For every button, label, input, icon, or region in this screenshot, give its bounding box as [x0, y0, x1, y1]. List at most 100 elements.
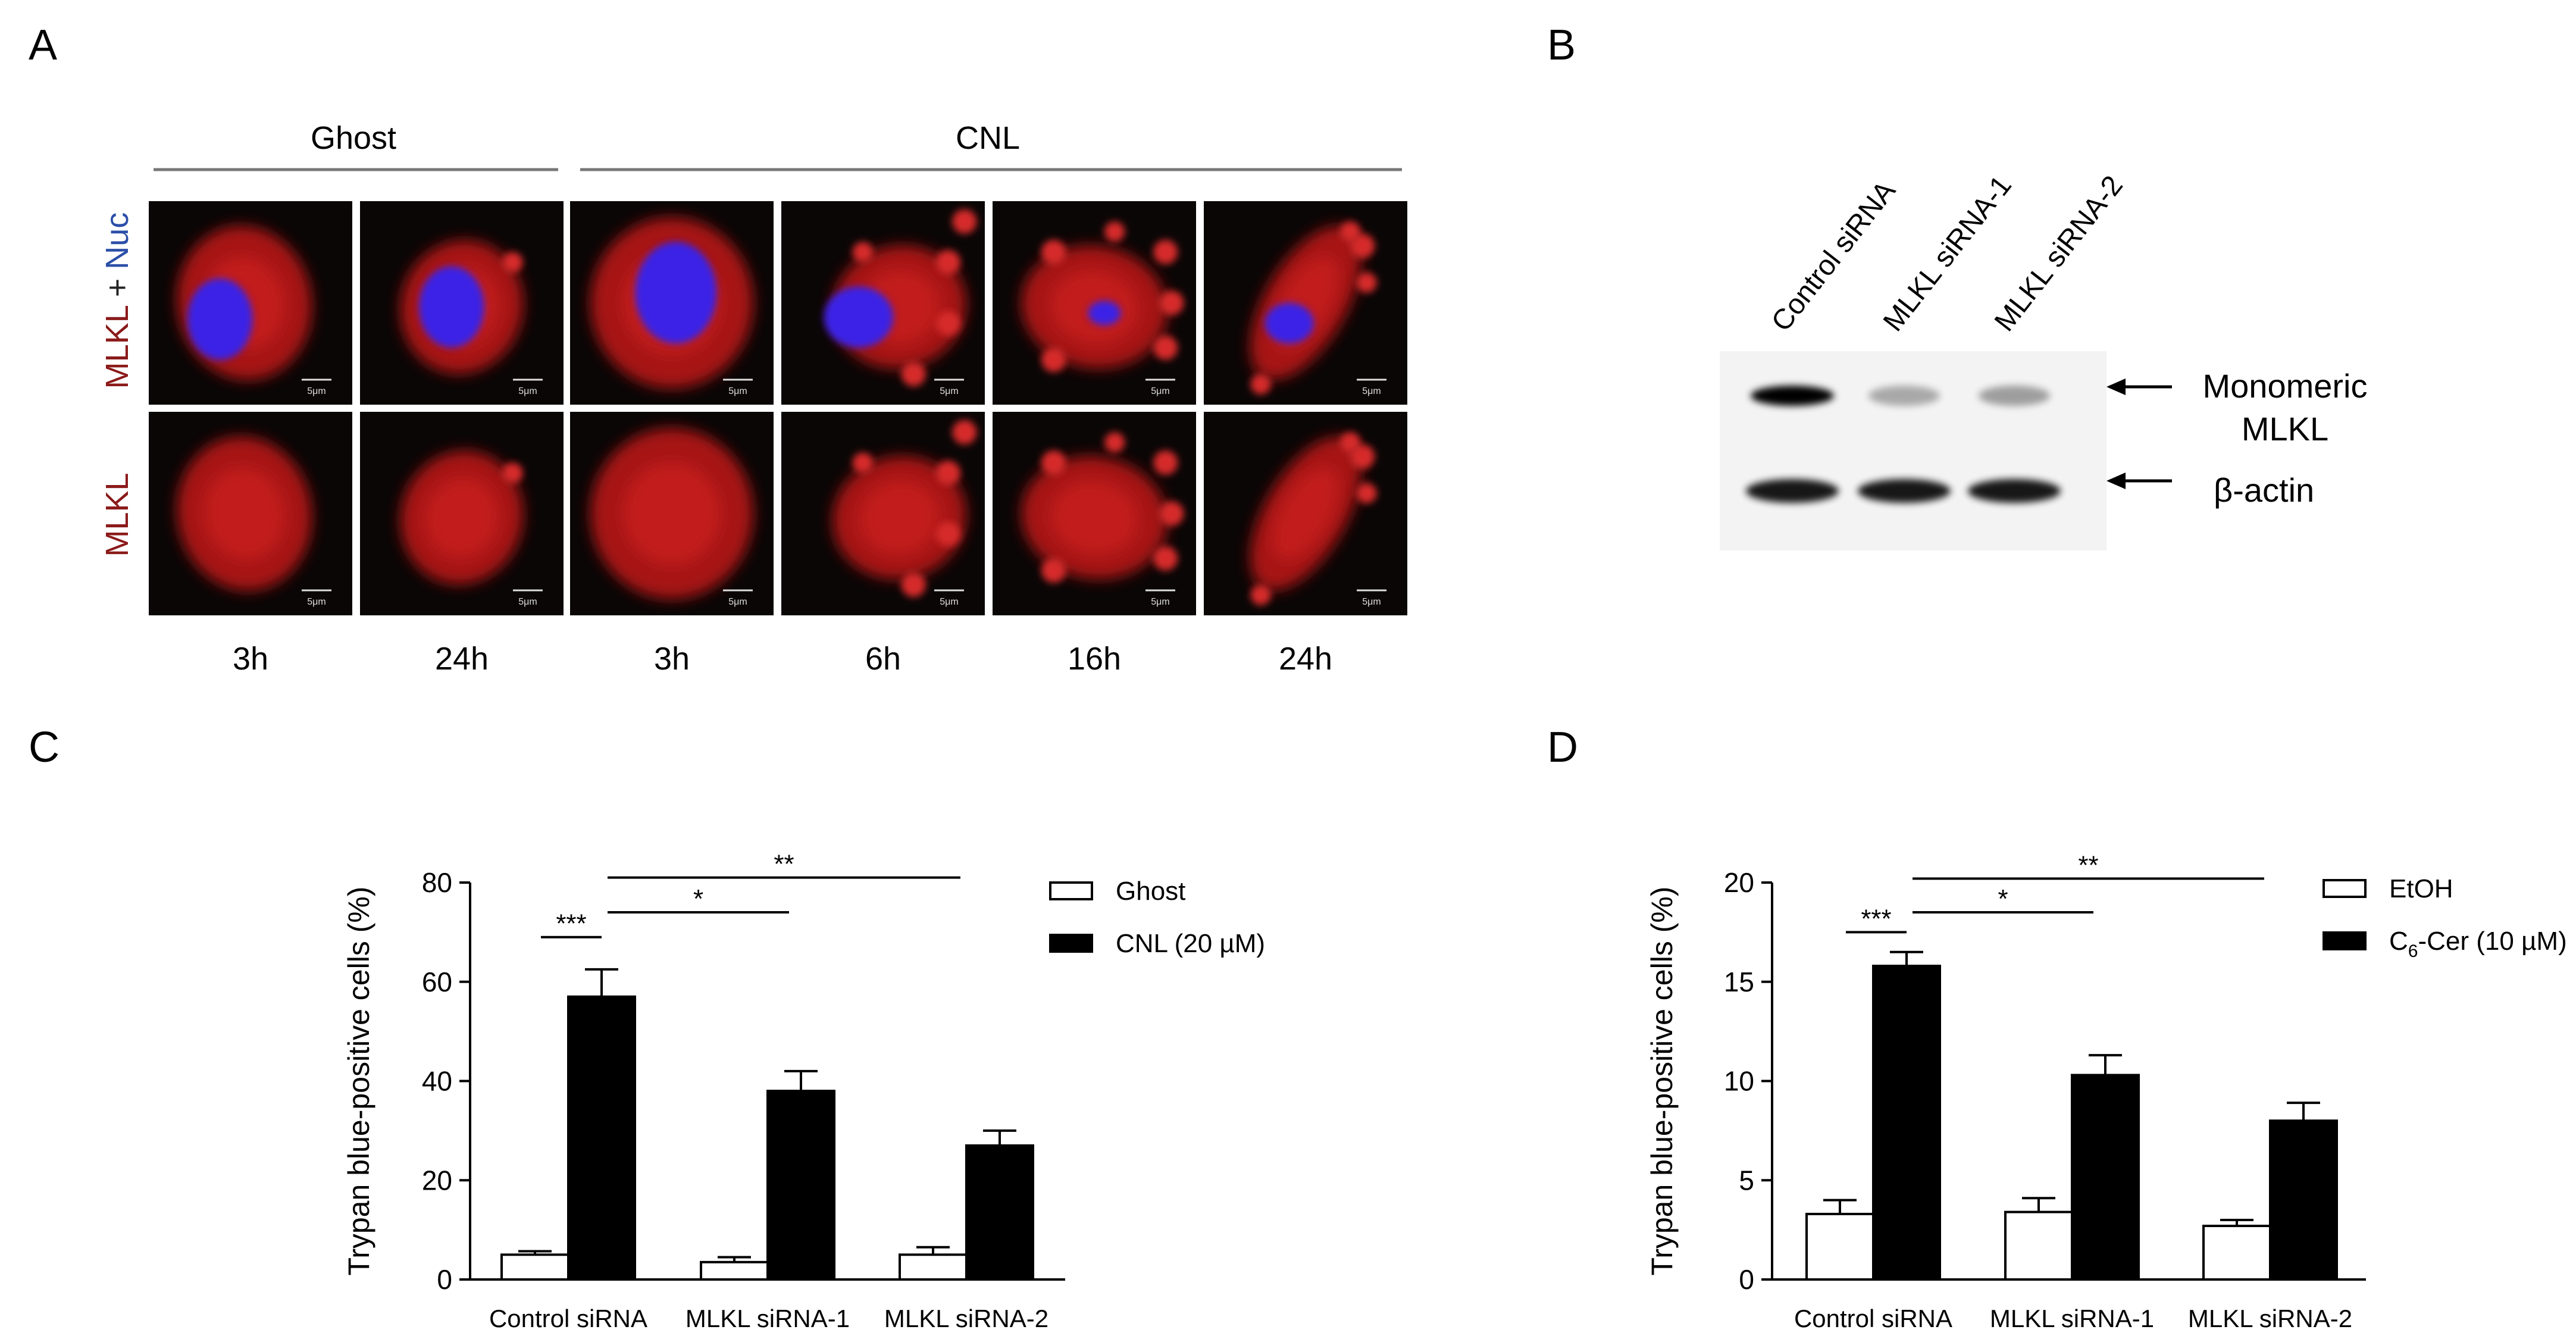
- scale-bar-label: 5μm: [728, 386, 747, 396]
- legend-label-main: C: [2389, 927, 2408, 956]
- y-axis-title: Trypan blue-positive cells (%): [342, 887, 375, 1276]
- bar-control: [2202, 1224, 2271, 1281]
- band-monomeric-mlkl-lane-3: [1979, 386, 2050, 406]
- blot-bands: [1746, 386, 2061, 503]
- y-axis-title: Trypan blue-positive cells (%): [1645, 887, 1679, 1276]
- panel-b-letter: B: [1547, 21, 1576, 69]
- x-category-label: MLKL siRNA-2: [884, 1304, 1048, 1332]
- timepoint-labels: 3h 24h 3h 6h 16h 24h: [233, 641, 1332, 677]
- nucleus: [419, 266, 484, 348]
- arrow-monomeric-head: [2107, 378, 2126, 395]
- cell-bleb: [852, 242, 873, 262]
- cell-bleb: [1356, 483, 1377, 503]
- micrograph-r2-c1: 5μm: [149, 412, 352, 615]
- cell-bleb: [1041, 348, 1066, 373]
- timepoint-label-3: 3h: [654, 641, 690, 677]
- band-label-mlkl: MLKL: [2242, 410, 2328, 448]
- micrograph-r2-c3: 5μm: [570, 412, 774, 615]
- scale-bar-label: 5μm: [1362, 597, 1381, 607]
- cell-bleb: [952, 420, 977, 445]
- significance-label: *: [693, 884, 703, 913]
- x-category-label: Control siRNA: [1794, 1304, 1952, 1332]
- cell-core: [204, 467, 285, 560]
- micrograph-r1-c4: 5μm: [781, 201, 985, 405]
- micrograph-r1-c6: 5μm: [1204, 201, 1407, 405]
- scale-bar-label: 5μm: [307, 597, 325, 607]
- micrograph-r2-c6: 5μm: [1204, 412, 1407, 615]
- cell-bleb: [852, 452, 873, 473]
- arrow-actin-head: [2107, 473, 2126, 489]
- group-label-cnl: CNL: [956, 120, 1020, 156]
- chart-c: 0 20 40 60 80 Trypan blue-positive cells (%) C…: [342, 850, 1265, 1332]
- scale-bar-label: 5μm: [728, 597, 747, 607]
- cell-bleb: [935, 250, 960, 275]
- y-tick-label: 80: [422, 867, 452, 898]
- significance-label: **: [774, 850, 794, 879]
- legend-label: C6-Cer (10 µM): [2389, 927, 2567, 961]
- row-label-mlkl: MLKL: [99, 473, 135, 556]
- band-beta-actin-lane-1: [1746, 479, 1839, 503]
- x-category-label: MLKL siRNA-1: [1990, 1304, 2154, 1332]
- row-label-nuc-part: Nuc: [99, 212, 135, 270]
- cell-bleb: [1153, 239, 1178, 265]
- timepoint-label-4: 6h: [865, 641, 901, 677]
- bar-control: [2004, 1210, 2073, 1281]
- nucleus: [635, 242, 717, 344]
- micrograph-r1-c1: 5μm: [149, 201, 352, 405]
- significance-label: ***: [1861, 904, 1891, 933]
- cell-bleb: [935, 521, 960, 546]
- y-tick-label: 10: [1724, 1066, 1754, 1097]
- scale-bar-label: 5μm: [1362, 386, 1381, 396]
- bar-treatment: [567, 995, 636, 1281]
- timepoint-label-2: 24h: [435, 641, 489, 677]
- cell-bleb: [1159, 501, 1184, 526]
- band-monomeric-mlkl-lane-1: [1751, 386, 1834, 406]
- legend-label: EtOH: [2389, 874, 2453, 903]
- x-category-label: Control siRNA: [489, 1304, 647, 1332]
- nucleus: [187, 278, 253, 360]
- cell-core: [1272, 467, 1339, 560]
- y-tick-label: 60: [422, 966, 452, 997]
- cell-bleb: [935, 311, 960, 336]
- scale-bar-label: 5μm: [518, 597, 537, 607]
- group-label-ghost: Ghost: [311, 120, 396, 156]
- bar-treatment: [965, 1144, 1034, 1281]
- bar-control: [899, 1253, 968, 1281]
- micrograph-r1-c2: 5μm: [360, 201, 564, 405]
- legend-swatch: [1049, 934, 1093, 953]
- micrograph-r2-c5: 5μm: [993, 412, 1196, 615]
- bar-treatment: [766, 1090, 835, 1281]
- micrograph-r1-c3: 5μm: [570, 201, 774, 405]
- significance-label: *: [1998, 884, 2008, 913]
- cell-bleb: [502, 462, 523, 483]
- y-tick-label: 15: [1724, 966, 1754, 997]
- x-category-label: MLKL siRNA-1: [686, 1304, 850, 1332]
- row-label-mlkl-part: MLKL: [99, 305, 135, 389]
- bar-treatment: [2269, 1119, 2338, 1281]
- band-beta-actin-lane-3: [1968, 479, 2061, 503]
- cell-bleb: [1104, 221, 1125, 242]
- cell-core: [425, 477, 499, 558]
- cell-bleb: [1153, 335, 1178, 360]
- y-tick-label: 0: [437, 1264, 452, 1295]
- cell-bleb: [901, 572, 926, 597]
- bar-treatment: [1872, 965, 1941, 1281]
- cell-bleb: [1153, 546, 1178, 571]
- y-tick-label: 20: [422, 1165, 452, 1196]
- cell-bleb: [1340, 221, 1361, 242]
- panel-a-letter: A: [29, 21, 57, 69]
- cell-bleb: [1041, 558, 1066, 583]
- nucleus: [824, 286, 894, 348]
- legend-swatch: [2323, 879, 2367, 898]
- significance-label: **: [2078, 850, 2098, 880]
- cell-core: [622, 462, 721, 565]
- timepoint-label-6: 24h: [1279, 641, 1332, 677]
- band-label-beta-actin: β-actin: [2214, 471, 2314, 509]
- timepoint-label-5: 16h: [1068, 641, 1121, 677]
- cell-bleb: [1356, 272, 1377, 293]
- y-tick-label: 0: [1739, 1264, 1754, 1295]
- scale-bar-label: 5μm: [518, 386, 537, 396]
- legend-label-rest: -Cer (10 µM): [2418, 927, 2566, 956]
